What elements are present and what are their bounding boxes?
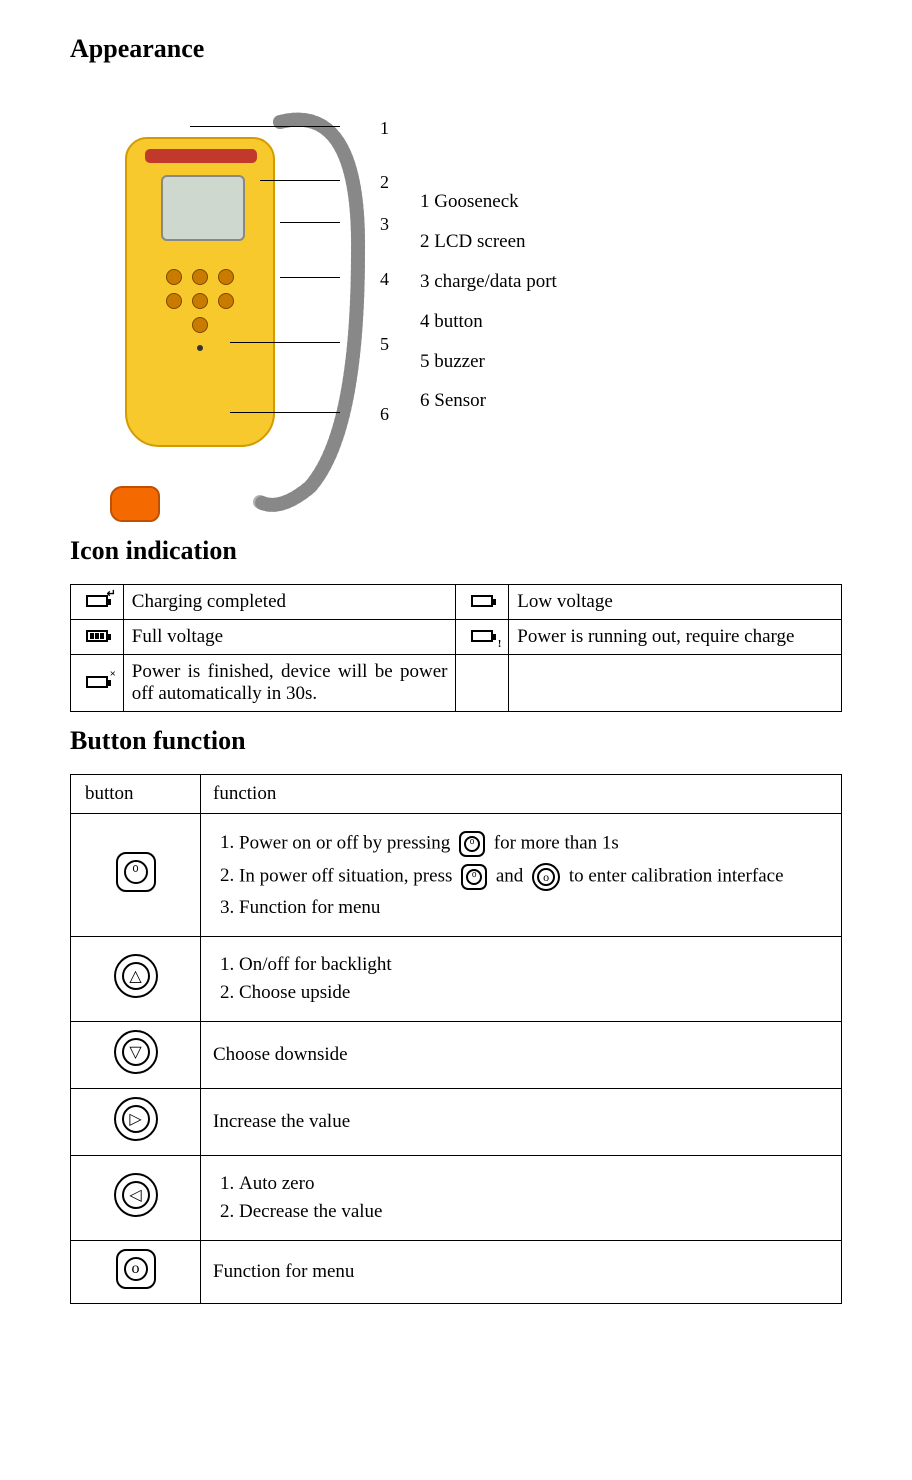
button-cell: △ xyxy=(71,937,201,1022)
legend-item: 5 buzzer xyxy=(420,342,557,382)
table-row: × Power is finished, device will be powe… xyxy=(71,655,842,712)
callout-6: 6 xyxy=(380,404,389,425)
table-header-row: button function xyxy=(71,775,842,814)
icon-indication-table: ↵ Charging completed Low voltage Full vo… xyxy=(70,584,842,712)
table-row: ◁ Auto zero Decrease the value xyxy=(71,1156,842,1241)
sensor-icon xyxy=(110,486,160,522)
button-cell: ▷ xyxy=(71,1089,201,1156)
device-illustration xyxy=(70,82,330,522)
table-row: o Function for menu xyxy=(71,1241,842,1304)
function-cell: On/off for backlight Choose upside xyxy=(201,937,842,1022)
callout-2: 2 xyxy=(380,172,389,193)
button-function-table: button function ⁰ Power on or off by pre… xyxy=(70,774,842,1304)
device-buttons-icon xyxy=(127,269,273,351)
power-button-icon: ⁰ xyxy=(461,864,487,890)
callout-3: 3 xyxy=(380,214,389,235)
table-row: Full voltage ! Power is running out, req… xyxy=(71,620,842,655)
function-item: Power on or off by pressing ⁰ for more t… xyxy=(239,828,829,860)
lcd-screen-icon xyxy=(161,175,245,241)
button-cell: ⁰ xyxy=(71,814,201,937)
battery-full-icon xyxy=(71,620,124,655)
legend-item: 3 charge/data port xyxy=(420,262,557,302)
empty-cell xyxy=(456,655,509,712)
icon-desc: Low voltage xyxy=(509,585,842,620)
icon-desc: Charging completed xyxy=(123,585,456,620)
right-button-icon: ▷ xyxy=(114,1097,158,1141)
icon-desc: Power is finished, device will be power … xyxy=(123,655,456,712)
battery-x-icon: × xyxy=(71,655,124,712)
legend-item: 2 LCD screen xyxy=(420,222,557,262)
appearance-figure: 1 2 3 4 5 6 1 Gooseneck 2 LCD screen 3 c… xyxy=(70,82,842,522)
callout-1: 1 xyxy=(380,118,389,139)
callout-numbers: 1 2 3 4 5 6 xyxy=(350,82,400,522)
icon-desc: Power is running out, require charge xyxy=(509,620,842,655)
battery-check-icon: ↵ xyxy=(71,585,124,620)
table-row: △ On/off for backlight Choose upside xyxy=(71,937,842,1022)
legend-item: 4 button xyxy=(420,302,557,342)
device-body xyxy=(125,137,275,447)
function-cell: Power on or off by pressing ⁰ for more t… xyxy=(201,814,842,937)
heading-icon-indication: Icon indication xyxy=(70,536,842,566)
legend-item: 6 Sensor xyxy=(420,381,557,421)
battery-warn-icon: ! xyxy=(456,620,509,655)
function-cell: Increase the value xyxy=(201,1089,842,1156)
empty-cell xyxy=(509,655,842,712)
table-row: ▷ Increase the value xyxy=(71,1089,842,1156)
callout-4: 4 xyxy=(380,269,389,290)
battery-low-icon xyxy=(456,585,509,620)
legend-item: 1 Gooseneck xyxy=(420,182,557,222)
menu-button-icon: o xyxy=(532,863,560,891)
function-cell: Auto zero Decrease the value xyxy=(201,1156,842,1241)
heading-button-function: Button function xyxy=(70,726,842,756)
col-header-button: button xyxy=(71,775,201,814)
menu-button-icon: o xyxy=(116,1249,156,1289)
function-item: Auto zero xyxy=(239,1170,829,1198)
heading-appearance: Appearance xyxy=(70,34,842,64)
function-item: Function for menu xyxy=(239,894,829,922)
table-row: ↵ Charging completed Low voltage xyxy=(71,585,842,620)
function-item: Decrease the value xyxy=(239,1198,829,1226)
power-button-icon: ⁰ xyxy=(116,852,156,892)
function-cell: Choose downside xyxy=(201,1022,842,1089)
appearance-legend: 1 Gooseneck 2 LCD screen 3 charge/data p… xyxy=(420,182,557,421)
function-item: In power off situation, press ⁰ and o to… xyxy=(239,860,829,894)
col-header-function: function xyxy=(201,775,842,814)
left-button-icon: ◁ xyxy=(114,1173,158,1217)
button-cell: ▽ xyxy=(71,1022,201,1089)
callout-5: 5 xyxy=(380,334,389,355)
icon-desc: Full voltage xyxy=(123,620,456,655)
function-cell: Function for menu xyxy=(201,1241,842,1304)
table-row: ▽ Choose downside xyxy=(71,1022,842,1089)
function-item: On/off for backlight xyxy=(239,951,829,979)
down-button-icon: ▽ xyxy=(114,1030,158,1074)
function-item: Choose upside xyxy=(239,979,829,1007)
button-cell: ◁ xyxy=(71,1156,201,1241)
power-button-icon: ⁰ xyxy=(459,831,485,857)
table-row: ⁰ Power on or off by pressing ⁰ for more… xyxy=(71,814,842,937)
button-cell: o xyxy=(71,1241,201,1304)
up-button-icon: △ xyxy=(114,954,158,998)
